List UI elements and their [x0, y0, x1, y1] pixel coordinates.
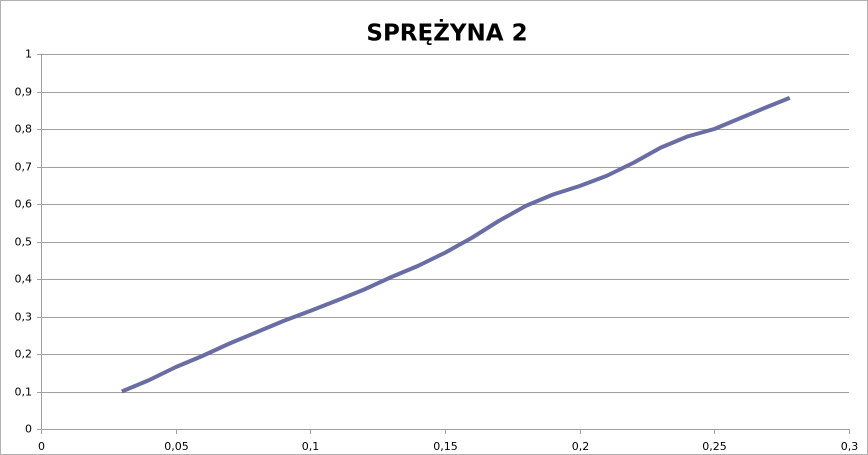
chart-title: SPRĘŻYNA 2 [366, 19, 527, 47]
y-tick-label: 0,6 [15, 198, 33, 211]
x-tick-label: 0,1 [302, 440, 320, 453]
x-tick-label: 0,3 [841, 440, 859, 453]
y-tick-label: 0,4 [15, 273, 33, 286]
x-tick-label: 0,2 [572, 440, 590, 453]
y-tick-label: 0,3 [15, 311, 33, 324]
y-tick-label: 0,7 [15, 161, 33, 174]
y-tick-label: 0,8 [15, 123, 33, 136]
x-tick-label: 0,15 [433, 440, 458, 453]
x-tick-label: 0 [38, 440, 45, 453]
y-tick-label: 0,9 [15, 86, 33, 99]
x-tick-label: 0,05 [164, 440, 189, 453]
data-line [121, 96, 791, 394]
x-tick-label: 0,25 [702, 440, 727, 453]
y-tick-label: 0,2 [15, 348, 33, 361]
y-tick-label: 0,1 [15, 386, 33, 399]
y-tick-label: 0 [25, 423, 32, 436]
y-tick-label: 0,5 [15, 236, 33, 249]
y-tick-label: 1 [25, 48, 32, 61]
